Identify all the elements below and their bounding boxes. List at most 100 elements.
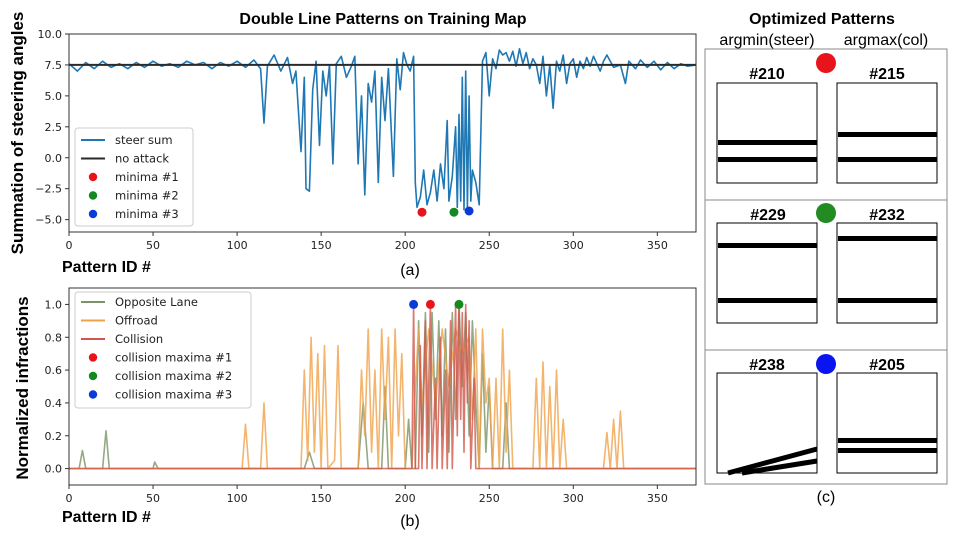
b-legend-label: Offroad <box>115 314 158 328</box>
panel-c-col-right: argmax(col) <box>844 32 928 49</box>
a-legend-label: minima #2 <box>115 189 179 203</box>
a-ytick-label: 7.5 <box>45 59 63 72</box>
pattern-row-3-frame <box>704 349 948 485</box>
b-xtick-label: 150 <box>311 492 332 505</box>
a-ytick-label: −2.5 <box>35 183 62 196</box>
b-series-collision <box>69 303 696 470</box>
chart-a-legend-box <box>74 127 194 227</box>
a-series-steer-sum <box>68 48 697 211</box>
b-marker-1 <box>425 299 435 309</box>
pattern-229-image <box>716 222 818 324</box>
b-legend-label: collision maxima #2 <box>115 369 232 383</box>
a-legend-label: minima #3 <box>115 207 179 221</box>
a-xtick-label: 150 <box>311 239 332 252</box>
chart-a-title: Double Line Patterns on Training Map <box>239 11 526 28</box>
pattern-row-3-right-id: #205 <box>869 357 905 374</box>
b-marker-3 <box>409 299 419 309</box>
b-ytick-label: 0.2 <box>45 430 63 443</box>
a-ytick-label: −5.0 <box>35 214 62 227</box>
pattern-210-line-1 <box>718 140 817 145</box>
pattern-210-image <box>716 82 818 184</box>
a-xtick-label: 50 <box>146 239 160 252</box>
b-xtick-label: 50 <box>146 492 160 505</box>
pattern-238-line-2 <box>741 458 818 476</box>
pattern-row-1-right-id: #215 <box>869 66 905 83</box>
chart-a: Double Line Patterns on Training Map Sum… <box>8 11 697 279</box>
a-legend-swatch <box>88 209 98 219</box>
a-legend-swatch <box>88 172 98 182</box>
b-ytick-label: 0.0 <box>45 463 63 476</box>
a-ytick-label: 10.0 <box>38 28 63 41</box>
chart-a-ylabel: Summation of steering angles <box>8 12 27 255</box>
panel-c-col-left: argmin(steer) <box>719 32 814 49</box>
chart-a-series <box>68 48 697 211</box>
pattern-row-3-dot <box>816 354 836 374</box>
pattern-229-line-1 <box>718 243 817 248</box>
b-marker-2 <box>454 299 464 309</box>
pattern-215-line-1 <box>838 132 937 137</box>
a-ytick-label: 2.5 <box>45 121 63 134</box>
chart-b-xlabel: Pattern ID # <box>62 509 151 526</box>
panel-c-title: Optimized Patterns <box>749 11 895 28</box>
pattern-232-line-2 <box>838 298 937 303</box>
b-legend-label: Opposite Lane <box>115 295 198 309</box>
a-marker-2 <box>449 207 459 217</box>
chart-b-legend-box <box>74 291 252 409</box>
pattern-row-3-left-id: #238 <box>749 357 785 374</box>
a-legend-label: minima #1 <box>115 170 179 184</box>
b-xtick-label: 300 <box>563 492 584 505</box>
b-xtick-label: 0 <box>66 492 73 505</box>
pattern-205-line-1 <box>838 438 937 443</box>
a-legend-label: no attack <box>115 152 169 166</box>
chart-a-xlabel: Pattern ID # <box>62 259 151 276</box>
b-legend-label: Collision <box>115 332 163 346</box>
chart-b-markers <box>409 299 464 309</box>
pattern-215-line-2 <box>838 157 937 162</box>
b-ytick-label: 1.0 <box>45 298 63 311</box>
a-legend-swatch <box>88 191 98 200</box>
b-ytick-label: 0.8 <box>45 331 63 344</box>
chart-b-legend: Opposite Lane Offroad Collision collision m… <box>74 291 252 409</box>
b-ytick-label: 0.4 <box>45 397 63 410</box>
b-legend-swatch <box>88 371 98 381</box>
panel-c: Optimized Patterns argmin(steer) argmax(… <box>704 11 948 506</box>
b-series-offroad <box>69 328 696 470</box>
b-legend-swatch <box>88 353 98 362</box>
chart-b-series <box>69 303 696 470</box>
b-legend-label: collision maxima #3 <box>115 388 232 402</box>
a-ytick-label: 0.0 <box>45 152 63 165</box>
b-ytick-label: 0.6 <box>45 364 63 377</box>
b-legend-label: collision maxima #1 <box>115 351 232 365</box>
a-legend-label: steer sum <box>115 133 173 147</box>
chart-a-markers <box>417 206 474 217</box>
a-xtick-label: 200 <box>395 239 416 252</box>
pattern-row-2-dot <box>816 203 836 223</box>
a-xtick-label: 350 <box>647 239 668 252</box>
chart-a-caption: (a) <box>400 262 420 279</box>
pattern-row-2-left-id: #229 <box>750 207 786 224</box>
b-xtick-label: 250 <box>479 492 500 505</box>
a-ytick-label: 5.0 <box>45 90 63 103</box>
a-marker-3 <box>464 206 474 216</box>
pattern-238-line-1 <box>727 446 818 476</box>
a-xtick-label: 100 <box>227 239 248 252</box>
pattern-232-line-1 <box>838 236 937 241</box>
chart-a-legend: steer sum no attack minima #1 minima #2 mini… <box>74 127 194 227</box>
pattern-row-1-dot <box>816 53 836 73</box>
pattern-row-1-left-id: #210 <box>749 66 785 83</box>
panel-c-caption: (c) <box>817 489 836 506</box>
pattern-238-image <box>716 372 818 474</box>
a-xtick-label: 300 <box>563 239 584 252</box>
pattern-205-image <box>836 372 938 474</box>
chart-b-frame <box>68 287 697 486</box>
chart-b: Normalized infractions Pattern ID # (b) … <box>13 287 697 530</box>
a-xtick-label: 0 <box>66 239 73 252</box>
pattern-229-line-2 <box>718 298 817 303</box>
a-marker-1 <box>417 207 427 217</box>
chart-a-ticks: 0 50 100 150 200 250 300 350 −5.0 −2.5 0.0 2.5 5.0 7.… <box>35 28 668 252</box>
chart-b-caption: (b) <box>400 513 420 530</box>
chart-b-ylabel: Normalized infractions <box>13 296 32 479</box>
b-legend-swatch <box>88 390 98 399</box>
chart-a-frame <box>68 33 697 233</box>
